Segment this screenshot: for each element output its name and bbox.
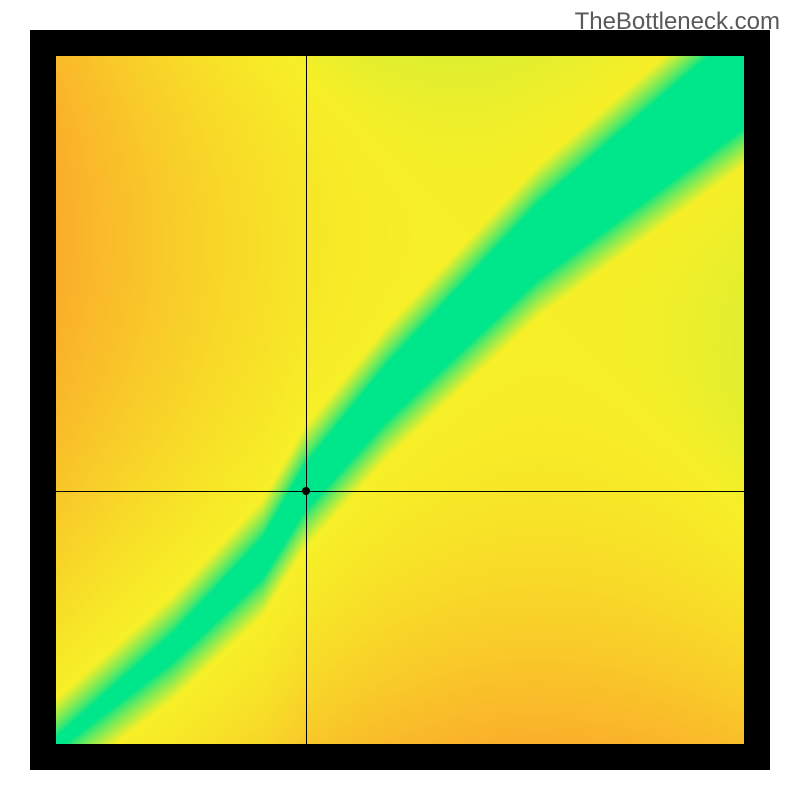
crosshair-marker (302, 487, 310, 495)
crosshair-horizontal (56, 491, 744, 492)
heatmap-canvas (56, 56, 744, 744)
crosshair-vertical (306, 56, 307, 744)
watermark-text: TheBottleneck.com (575, 8, 780, 36)
chart-frame (30, 30, 770, 770)
chart-plot-area (56, 56, 744, 744)
